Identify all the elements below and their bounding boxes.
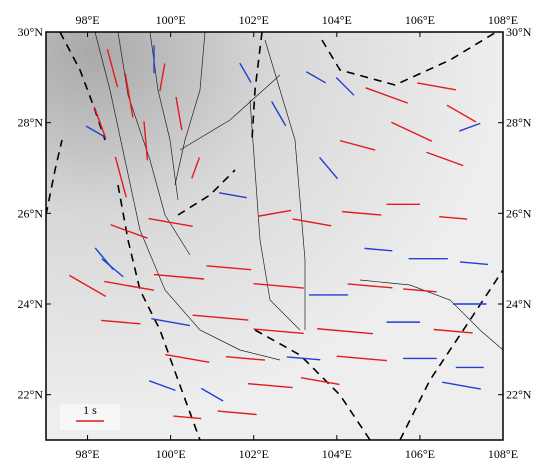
block-boundary [59, 32, 106, 141]
fault [359, 279, 503, 351]
splitting-bar [85, 125, 106, 138]
block-boundary [399, 269, 503, 440]
splitting-bar [217, 410, 257, 416]
splitting-bar [403, 288, 437, 293]
splitting-bar [101, 319, 141, 325]
splitting-bar [257, 209, 292, 217]
splitting-bar [101, 258, 124, 278]
block-boundary [177, 169, 236, 216]
splitting-bar [342, 210, 382, 216]
splitting-bar [247, 382, 293, 389]
tectonics [46, 32, 503, 440]
splitting-bar [253, 282, 304, 289]
splitting-bar [442, 381, 481, 390]
splitting-bar [153, 273, 205, 280]
splitting-bar [148, 380, 176, 392]
splitting-bar [317, 328, 374, 335]
splitting-bar [124, 73, 134, 118]
x-tick-label: 102°E [239, 13, 269, 27]
scale-box [60, 404, 120, 430]
splitting-bar [391, 121, 433, 142]
x-tick-label: 100°E [156, 447, 186, 461]
splitting-bar [165, 353, 210, 363]
y-tick-label: 22°N [18, 388, 44, 402]
splitting-bar [365, 87, 408, 104]
splitting-bar [225, 355, 266, 361]
splitting-bar [335, 76, 355, 96]
scale-label: 1 s [83, 403, 97, 417]
splitting-bar [114, 156, 127, 198]
x-tick-label: 108°E [488, 13, 518, 27]
splitting-bar [253, 328, 304, 335]
splitting-bar [292, 218, 332, 227]
splitting-bar [364, 247, 393, 252]
splitting-bar [143, 121, 149, 161]
splitting-bar [336, 355, 387, 362]
splitting-bar [159, 63, 166, 92]
splitting-bar [458, 122, 481, 132]
splitting-bar [69, 274, 107, 297]
splitting-bar [151, 318, 191, 327]
splitting-bar [459, 261, 488, 266]
y-tick-label: 24°N [18, 297, 44, 311]
x-tick-label: 106°E [405, 13, 435, 27]
splitting-bar [300, 376, 340, 386]
y-tick-label: 24°N [506, 297, 532, 311]
fault [179, 74, 281, 151]
y-tick-label: 30°N [18, 25, 44, 39]
splitting-bar [191, 157, 201, 179]
x-tick-label: 100°E [156, 13, 186, 27]
x-tick-label: 108°E [488, 447, 518, 461]
splitting-bar [206, 265, 252, 271]
block-boundary [46, 139, 63, 216]
splitting-bar [239, 62, 252, 83]
y-tick-label: 22°N [506, 388, 532, 402]
splitting-bar [286, 356, 321, 361]
x-tick-label: 102°E [239, 447, 269, 461]
x-tick-label: 98°E [75, 13, 99, 27]
splitting-bar [192, 314, 249, 321]
splitting-bar [426, 151, 464, 167]
splitting-bar [175, 96, 183, 131]
fault [264, 39, 306, 330]
splitting-bar [106, 49, 119, 88]
y-tick-label: 28°N [18, 116, 44, 130]
map-frame [45, 31, 504, 441]
splitting-bar [433, 328, 473, 334]
splitting-bar [439, 215, 468, 220]
y-tick-label: 28°N [506, 116, 532, 130]
splitting-bar [446, 104, 477, 123]
splitting-bar [318, 156, 339, 180]
y-tick-label: 30°N [506, 25, 532, 39]
x-tick-label: 104°E [322, 13, 352, 27]
splitting-bar [110, 224, 148, 239]
fault [174, 32, 206, 186]
relief-background [46, 32, 503, 440]
splitting-bar [417, 82, 456, 91]
x-tick-label: 106°E [405, 447, 435, 461]
splitting-bar [271, 101, 287, 127]
y-tick-label: 26°N [506, 206, 532, 220]
block-boundary [251, 32, 263, 141]
block-boundary [321, 32, 498, 86]
splitting-bar [93, 106, 107, 139]
splitting-bar [305, 71, 327, 84]
y-tick-label: 26°N [18, 206, 44, 220]
splitting-bar [173, 415, 202, 420]
splitting-bar [347, 283, 393, 289]
splitting-bar [219, 192, 247, 199]
splitting-bar [148, 217, 193, 227]
splitting-bar [339, 139, 376, 151]
splitting-bar [104, 280, 155, 291]
x-tick-label: 104°E [322, 447, 352, 461]
fault [249, 99, 301, 331]
x-tick-label: 98°E [75, 447, 99, 461]
splitting-bar [200, 387, 224, 402]
fault [94, 32, 281, 361]
